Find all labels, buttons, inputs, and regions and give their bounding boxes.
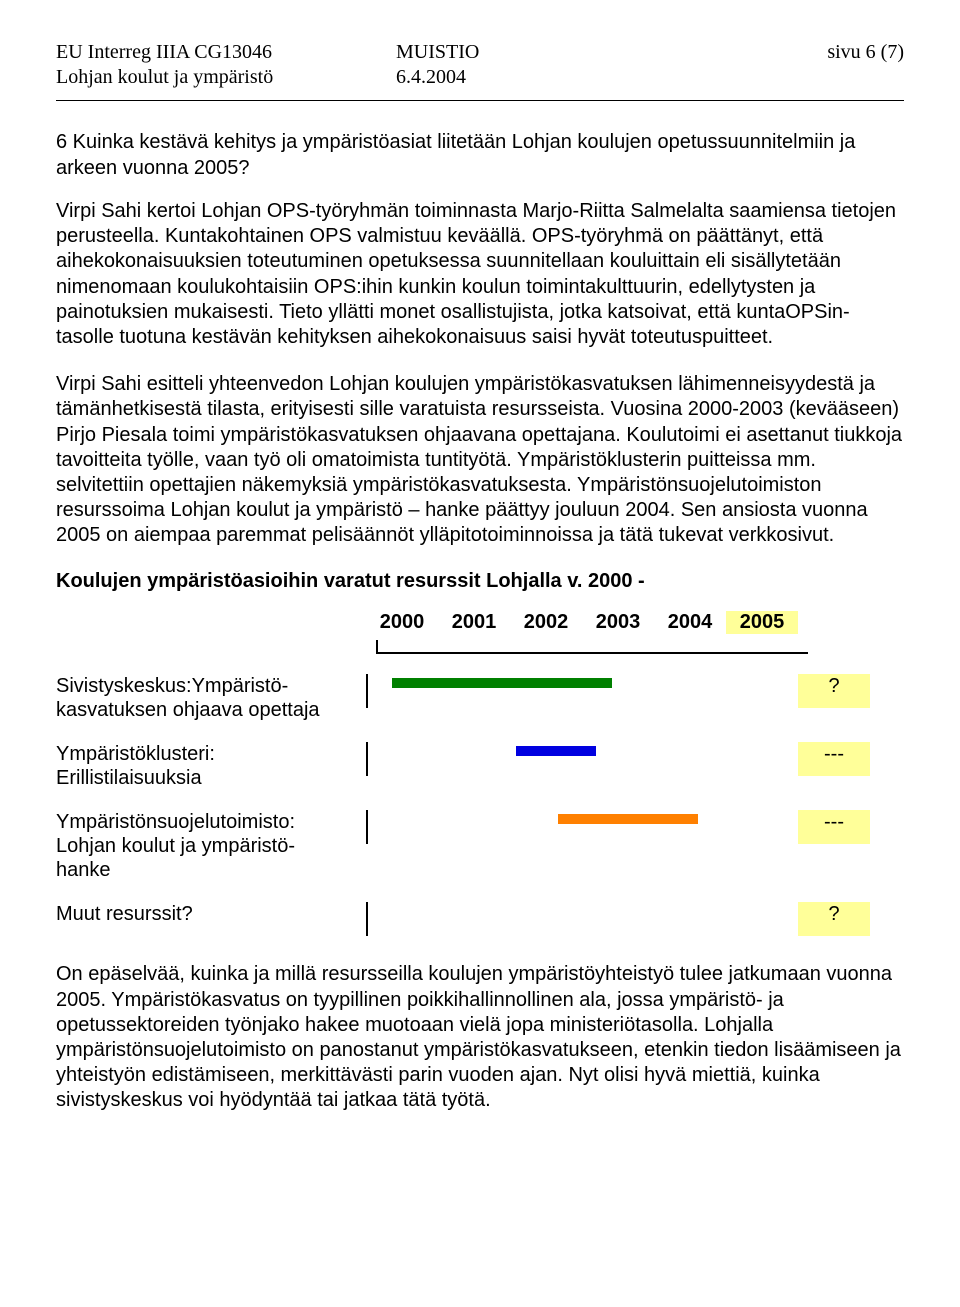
timeline-year: 2003: [582, 611, 654, 634]
header-right: sivu 6 (7): [636, 40, 904, 90]
timeline-bar: [516, 746, 596, 756]
timeline-track: [366, 902, 798, 936]
timeline-axis: [376, 640, 808, 654]
header-page-number: sivu 6 (7): [636, 40, 904, 65]
timeline-track: [366, 742, 798, 776]
timeline-row: Ympäristönsuojelutoimisto: Lohjan koulut…: [56, 810, 904, 882]
timeline-year: 2004: [654, 611, 726, 634]
timeline-row: Ympäristöklusteri: Erillistilaisuuksia --…: [56, 742, 904, 790]
timeline-year-highlight: 2005: [726, 611, 798, 634]
timeline-row: Sivistyskeskus:Ympäristö-kasvatuksen ohj…: [56, 674, 904, 722]
timeline-year-spacer: [56, 611, 366, 634]
header-project-name: Lohjan koulut ja ympäristö: [56, 65, 396, 90]
paragraph-2: Virpi Sahi esitteli yhteenvedon Lohjan k…: [56, 372, 904, 548]
timeline-future-cell: ---: [798, 742, 870, 776]
section-heading: 6 Kuinka kestävä kehitys ja ympäristöasi…: [56, 129, 904, 181]
timeline-row: Muut resurssit??: [56, 902, 904, 936]
timeline-track: [366, 810, 798, 844]
timeline-year: 2001: [438, 611, 510, 634]
header-rule: [56, 100, 904, 101]
header-date: 6.4.2004: [396, 65, 636, 90]
timeline-row-label: Ympäristönsuojelutoimisto: Lohjan koulut…: [56, 810, 366, 882]
document-page: EU Interreg IIIA CG13046 Lohjan koulut j…: [0, 0, 960, 1307]
timeline-row-label: Sivistyskeskus:Ympäristö-kasvatuksen ohj…: [56, 674, 366, 722]
timeline-bar: [392, 678, 612, 688]
timeline-future-cell: ---: [798, 810, 870, 844]
header-left: EU Interreg IIIA CG13046 Lohjan koulut j…: [56, 40, 396, 90]
timeline-future-cell: ?: [798, 674, 870, 708]
timeline-row-label: Ympäristöklusteri: Erillistilaisuuksia: [56, 742, 366, 790]
timeline-year-row: 2000 2001 2002 2003 2004 2005: [56, 611, 904, 634]
timeline-future-cell: ?: [798, 902, 870, 936]
paragraph-1: Virpi Sahi kertoi Lohjan OPS-työryhmän t…: [56, 199, 904, 350]
header-doc-type: MUISTIO: [396, 40, 636, 65]
timeline-year: 2002: [510, 611, 582, 634]
timeline-chart: 2000 2001 2002 2003 2004 2005 Sivistyske…: [56, 611, 904, 936]
timeline-year: 2000: [366, 611, 438, 634]
timeline-bar: [558, 814, 698, 824]
page-header: EU Interreg IIIA CG13046 Lohjan koulut j…: [56, 40, 904, 90]
paragraph-3: On epäselvää, kuinka ja millä resursseil…: [56, 962, 904, 1113]
header-middle: MUISTIO 6.4.2004: [396, 40, 636, 90]
timeline-title: Koulujen ympäristöasioihin varatut resur…: [56, 570, 904, 593]
timeline-rows: Sivistyskeskus:Ympäristö-kasvatuksen ohj…: [56, 674, 904, 936]
timeline-row-label: Muut resurssit?: [56, 902, 366, 926]
header-project-code: EU Interreg IIIA CG13046: [56, 40, 396, 65]
timeline-track: [366, 674, 798, 708]
